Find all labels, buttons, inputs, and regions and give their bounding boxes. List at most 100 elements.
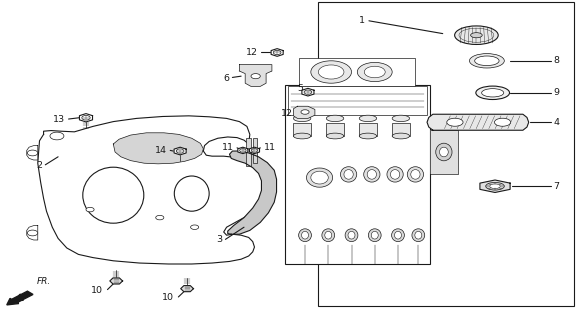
Text: 11: 11 [264, 143, 276, 152]
Ellipse shape [293, 115, 311, 122]
Ellipse shape [302, 231, 309, 239]
Circle shape [27, 230, 38, 236]
Ellipse shape [411, 170, 420, 179]
Text: 8: 8 [553, 56, 559, 65]
Text: 10: 10 [91, 286, 103, 295]
Circle shape [156, 215, 164, 220]
Bar [359, 123, 376, 136]
Ellipse shape [394, 231, 401, 239]
Circle shape [357, 62, 392, 82]
Ellipse shape [367, 170, 376, 179]
Ellipse shape [293, 133, 311, 139]
Ellipse shape [486, 182, 504, 190]
Circle shape [273, 50, 281, 55]
Polygon shape [302, 88, 314, 96]
Ellipse shape [454, 26, 498, 44]
Polygon shape [113, 133, 203, 164]
Text: 14: 14 [155, 146, 167, 155]
Polygon shape [239, 65, 272, 86]
Text: 6: 6 [223, 74, 229, 83]
Ellipse shape [387, 167, 403, 182]
Ellipse shape [83, 167, 144, 223]
Polygon shape [430, 130, 458, 174]
Text: 10: 10 [162, 293, 174, 302]
Circle shape [364, 66, 385, 78]
Ellipse shape [469, 53, 504, 68]
Bar [288, 86, 427, 115]
Polygon shape [80, 114, 92, 122]
Ellipse shape [327, 133, 344, 139]
Ellipse shape [359, 115, 376, 122]
Polygon shape [271, 49, 283, 56]
Circle shape [86, 207, 94, 212]
Ellipse shape [471, 33, 482, 38]
Ellipse shape [371, 231, 378, 239]
Bar [327, 123, 344, 136]
Polygon shape [110, 278, 123, 284]
Polygon shape [480, 180, 510, 193]
Ellipse shape [325, 231, 332, 239]
Ellipse shape [307, 168, 332, 187]
Polygon shape [293, 106, 315, 118]
Bar [285, 85, 430, 264]
Text: 1: 1 [359, 16, 365, 25]
Ellipse shape [340, 167, 357, 182]
Polygon shape [238, 147, 248, 154]
Circle shape [82, 116, 90, 120]
Text: 9: 9 [553, 88, 559, 97]
Ellipse shape [494, 118, 511, 126]
Ellipse shape [345, 229, 358, 242]
Bar [299, 58, 415, 86]
Text: 12: 12 [246, 48, 258, 57]
Ellipse shape [440, 147, 449, 157]
Polygon shape [427, 114, 529, 130]
Ellipse shape [475, 56, 499, 66]
Ellipse shape [311, 171, 328, 184]
Ellipse shape [447, 118, 463, 126]
Circle shape [50, 132, 64, 140]
Ellipse shape [407, 167, 424, 182]
Polygon shape [174, 147, 186, 155]
Circle shape [251, 74, 260, 79]
FancyArrow shape [7, 291, 33, 305]
Ellipse shape [390, 170, 400, 179]
Ellipse shape [299, 229, 311, 242]
Ellipse shape [412, 229, 425, 242]
Ellipse shape [348, 231, 355, 239]
Polygon shape [181, 285, 193, 292]
Ellipse shape [392, 229, 404, 242]
Bar [318, 2, 574, 306]
Ellipse shape [359, 133, 376, 139]
Text: 3: 3 [216, 236, 222, 244]
Circle shape [301, 110, 309, 114]
Text: 2: 2 [36, 161, 42, 170]
Ellipse shape [392, 133, 410, 139]
Text: 13: 13 [53, 115, 65, 124]
Ellipse shape [490, 184, 500, 188]
Bar [253, 138, 257, 163]
Ellipse shape [174, 176, 209, 211]
Ellipse shape [327, 115, 344, 122]
Circle shape [239, 148, 246, 152]
Ellipse shape [344, 170, 353, 179]
Polygon shape [38, 116, 273, 264]
Ellipse shape [392, 115, 410, 122]
Ellipse shape [322, 229, 335, 242]
Text: 7: 7 [553, 182, 559, 191]
Ellipse shape [415, 231, 422, 239]
Circle shape [251, 148, 258, 152]
Circle shape [176, 149, 184, 153]
Polygon shape [27, 146, 38, 160]
Text: FR.: FR. [37, 277, 52, 286]
Bar [392, 123, 410, 136]
Ellipse shape [368, 229, 381, 242]
Bar [293, 123, 311, 136]
Polygon shape [228, 151, 277, 234]
Text: 12: 12 [281, 109, 293, 118]
Ellipse shape [364, 167, 380, 182]
Circle shape [311, 61, 352, 83]
Polygon shape [27, 226, 38, 240]
Circle shape [191, 225, 199, 229]
Ellipse shape [476, 86, 510, 100]
Text: 11: 11 [221, 143, 234, 152]
